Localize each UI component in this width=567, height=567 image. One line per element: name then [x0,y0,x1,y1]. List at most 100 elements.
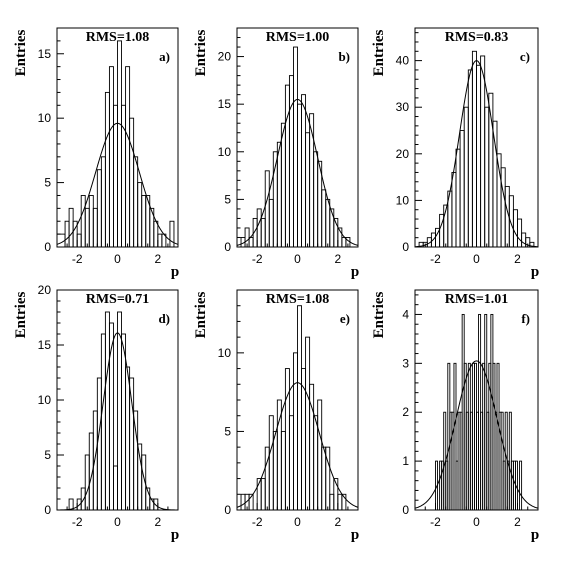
panel-e: -2 0 2 0 5 10 RMS=1.08 e) p Entries [193,289,359,543]
histogram-bar [100,156,106,248]
histogram-bar [141,195,147,248]
histogram-bar [280,430,286,511]
histogram-bar [519,460,523,511]
y-tick-label: 10 [38,111,52,125]
histogram-bar [455,148,461,248]
histogram-bar [117,40,122,248]
histogram-bar [280,122,286,248]
histogram-bar [305,336,311,511]
histogram-bar [84,454,90,511]
y-tick-label: 30 [396,100,410,114]
histogram-bar [325,198,331,248]
histogram-bar [133,410,139,511]
y-tick-label: 5 [224,192,231,206]
histogram-bar [268,198,274,248]
histogram-bar [157,233,163,248]
histogram-bar [309,113,315,248]
y-tick-label: 4 [402,307,409,321]
gaussian-fit-line [56,122,179,245]
gaussian-fit-line [414,60,539,248]
y-tick-label: 15 [38,338,52,352]
y-tick-label: 0 [402,240,409,254]
histogram-bar [297,305,302,511]
panel-title: RMS=1.08 [266,292,330,307]
histogram-bar [293,352,298,511]
histogram-bar [272,430,278,511]
gaussian-fit-line [414,360,539,509]
histogram-bar [117,311,122,511]
histogram-bar [125,366,131,511]
y-tick-label: 5 [224,424,231,438]
histogram-bar [64,220,70,248]
y-axis-label: Entries [193,292,209,339]
histogram-bar [260,217,266,248]
panel-label: d) [158,311,170,326]
y-tick-label: 15 [38,47,52,61]
y-tick-label: 0 [44,240,51,254]
histogram-bar [108,66,114,248]
histogram-bar [264,170,270,248]
y-tick-label: 0 [44,503,51,517]
histogram-bar [113,465,118,511]
x-axis-label: p [351,527,359,543]
x-tick-label: 2 [154,515,161,529]
panel-a: -2 0 2 0 5 10 15 RMS=1.08 a) p Entries [13,27,179,280]
y-tick-label: 0 [224,503,231,517]
histogram-bar [88,195,94,248]
y-tick-label: 1 [402,454,409,468]
histogram-bar [76,233,82,248]
histogram-bar [500,167,506,248]
histogram-bar [284,368,290,511]
histogram-bar [512,209,518,248]
histogram-bar [517,218,523,248]
x-tick-label: -2 [252,252,263,266]
histogram-bar [329,208,335,248]
y-axis-label: Entries [193,30,209,77]
panel-label: e) [340,311,350,326]
x-tick-label: 0 [294,252,301,266]
panel-label: a) [159,49,170,64]
panel-label: c) [520,49,530,64]
y-tick-label: 10 [396,193,410,207]
histogram-bar [480,55,486,248]
histogram-bar [104,91,110,248]
histogram-bar [476,64,482,248]
histogram-bar [268,415,274,511]
histogram-bar [313,415,319,511]
panel-label: f) [521,311,530,326]
histogram-bar [467,69,473,248]
histogram-bar [92,410,98,511]
histogram-bar [288,415,294,511]
histogram-bar [463,106,469,248]
panel-label: b) [338,49,350,64]
x-tick-label: -2 [252,515,263,529]
histogram-bar [321,446,327,511]
panel-title: RMS=1.08 [86,30,150,45]
x-axis-label: p [351,264,359,280]
histogram-bar [484,106,490,248]
histogram-bar [317,399,323,511]
histogram-bar [153,220,159,248]
y-tick-label: 10 [218,145,232,159]
histogram-bar [96,377,102,511]
histogram-bar [113,104,118,248]
x-tick-label: 2 [334,252,341,266]
histogram-bar [125,66,131,248]
histogram-bar [96,169,102,248]
histogram-bar [337,493,343,511]
y-tick-label: 0 [402,503,409,517]
histogram-bar [451,171,457,248]
histogram-bar [341,237,347,248]
y-tick-label: 2 [402,405,409,419]
x-tick-label: 2 [514,515,521,529]
y-tick-label: 20 [218,50,232,64]
panel-title: RMS=0.71 [86,292,150,307]
panel-title: RMS=0.83 [445,30,509,45]
histogram-bar [293,46,298,248]
y-tick-label: 40 [396,54,410,68]
histogram-bar [92,207,98,248]
x-axis-label: p [531,527,539,543]
histogram-bar [169,220,175,248]
